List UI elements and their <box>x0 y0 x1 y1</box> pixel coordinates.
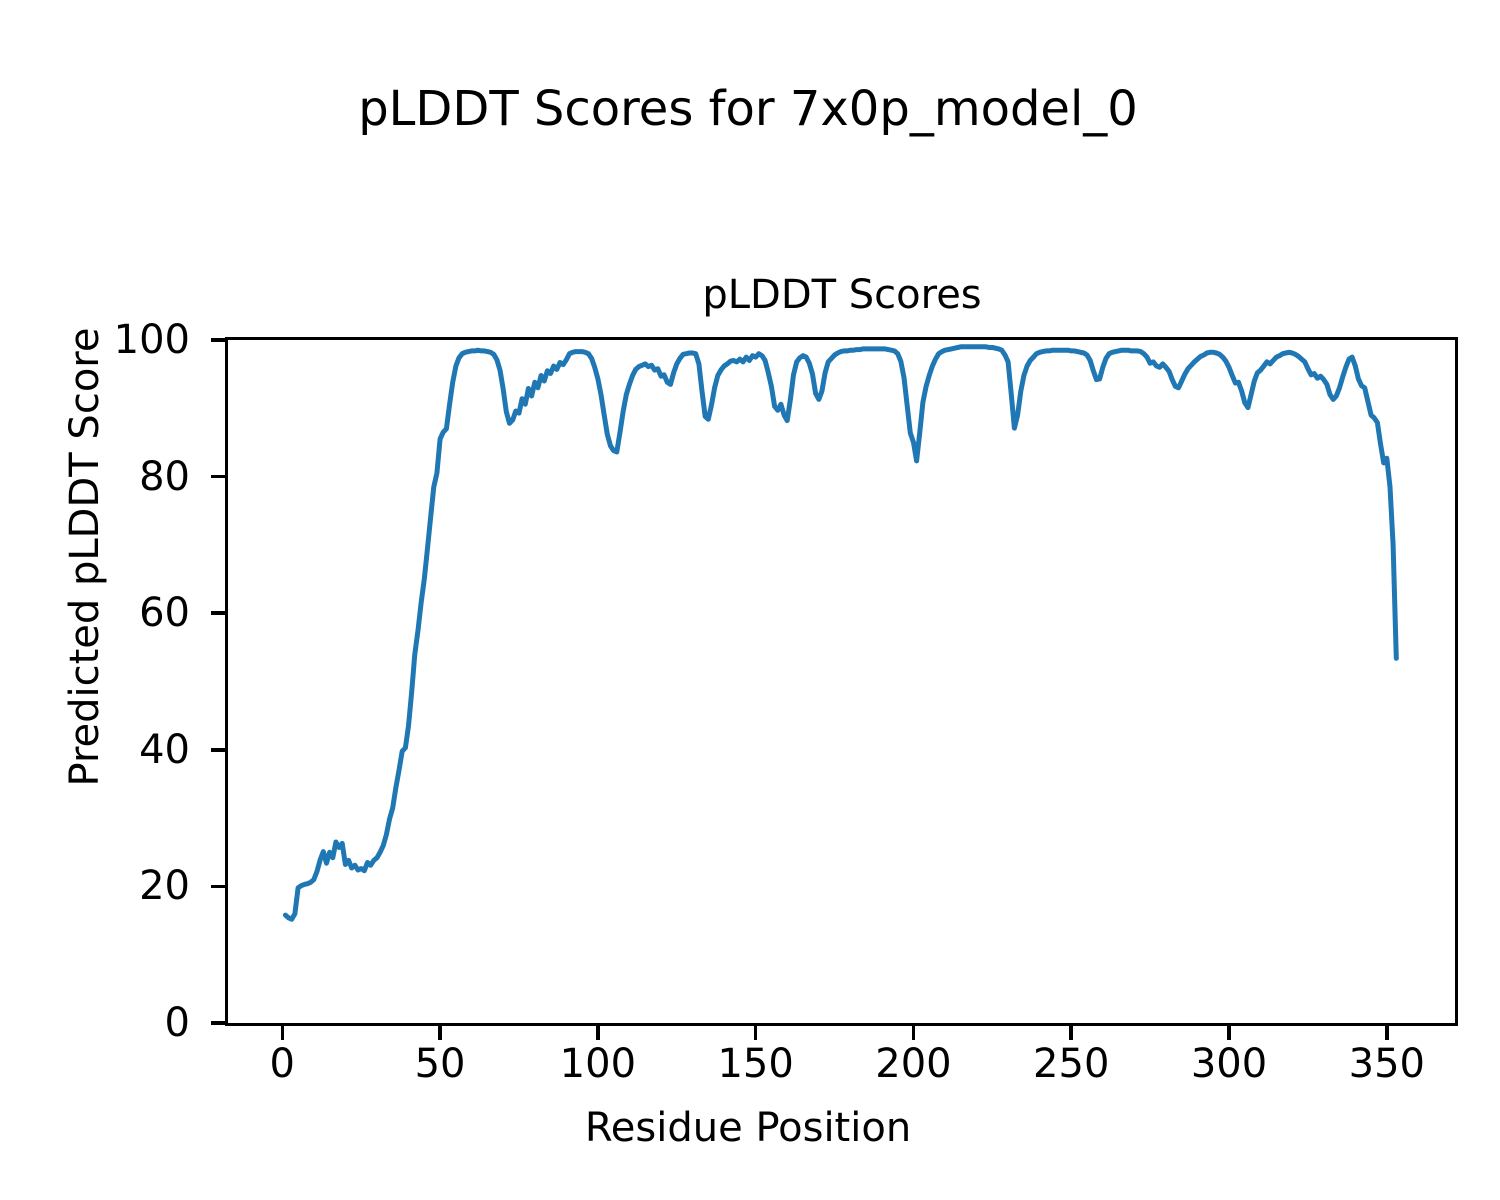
y-tick-mark <box>211 748 226 752</box>
axes-title: pLDDT Scores <box>702 272 982 318</box>
x-tick-mark <box>596 1025 600 1040</box>
plddt-line-chart <box>282 343 1399 922</box>
x-tick-mark <box>911 1025 916 1040</box>
x-tick-label: 300 <box>1190 1041 1268 1087</box>
plddt-line <box>282 343 1399 922</box>
figure-title: pLDDT Scores for 7x0p_model_0 <box>358 81 1138 137</box>
y-tick-label: 60 <box>139 590 190 637</box>
x-tick-label: 250 <box>1033 1041 1110 1087</box>
x-tick-mark <box>1227 1025 1231 1040</box>
x-tick-label: 150 <box>717 1041 794 1087</box>
x-tick-mark <box>753 1025 758 1040</box>
x-tick-mark <box>1385 1025 1389 1040</box>
x-axis-label: Residue Position <box>584 1105 912 1151</box>
y-tick-label: 0 <box>164 1000 190 1046</box>
y-tick-label: 80 <box>139 453 190 500</box>
y-axis-label: Predicted pLDDT Score <box>62 327 108 787</box>
x-tick-mark <box>1069 1025 1073 1040</box>
y-tick-mark <box>211 1021 226 1025</box>
y-tick-label: 20 <box>139 863 190 910</box>
x-tick-label: 100 <box>559 1041 637 1087</box>
y-tick-label: 100 <box>113 317 190 363</box>
x-tick-label: 50 <box>414 1041 466 1087</box>
x-tick-label: 350 <box>1348 1041 1426 1087</box>
y-tick-label: 40 <box>139 726 190 773</box>
x-tick-mark <box>280 1025 285 1040</box>
x-tick-mark <box>438 1025 442 1040</box>
y-tick-mark <box>211 884 226 889</box>
x-tick-label: 0 <box>269 1041 295 1087</box>
plot-area <box>224 336 1458 1026</box>
y-tick-mark <box>211 474 226 479</box>
y-tick-mark <box>211 338 226 342</box>
x-tick-label: 200 <box>875 1041 952 1087</box>
y-tick-mark <box>211 611 226 615</box>
